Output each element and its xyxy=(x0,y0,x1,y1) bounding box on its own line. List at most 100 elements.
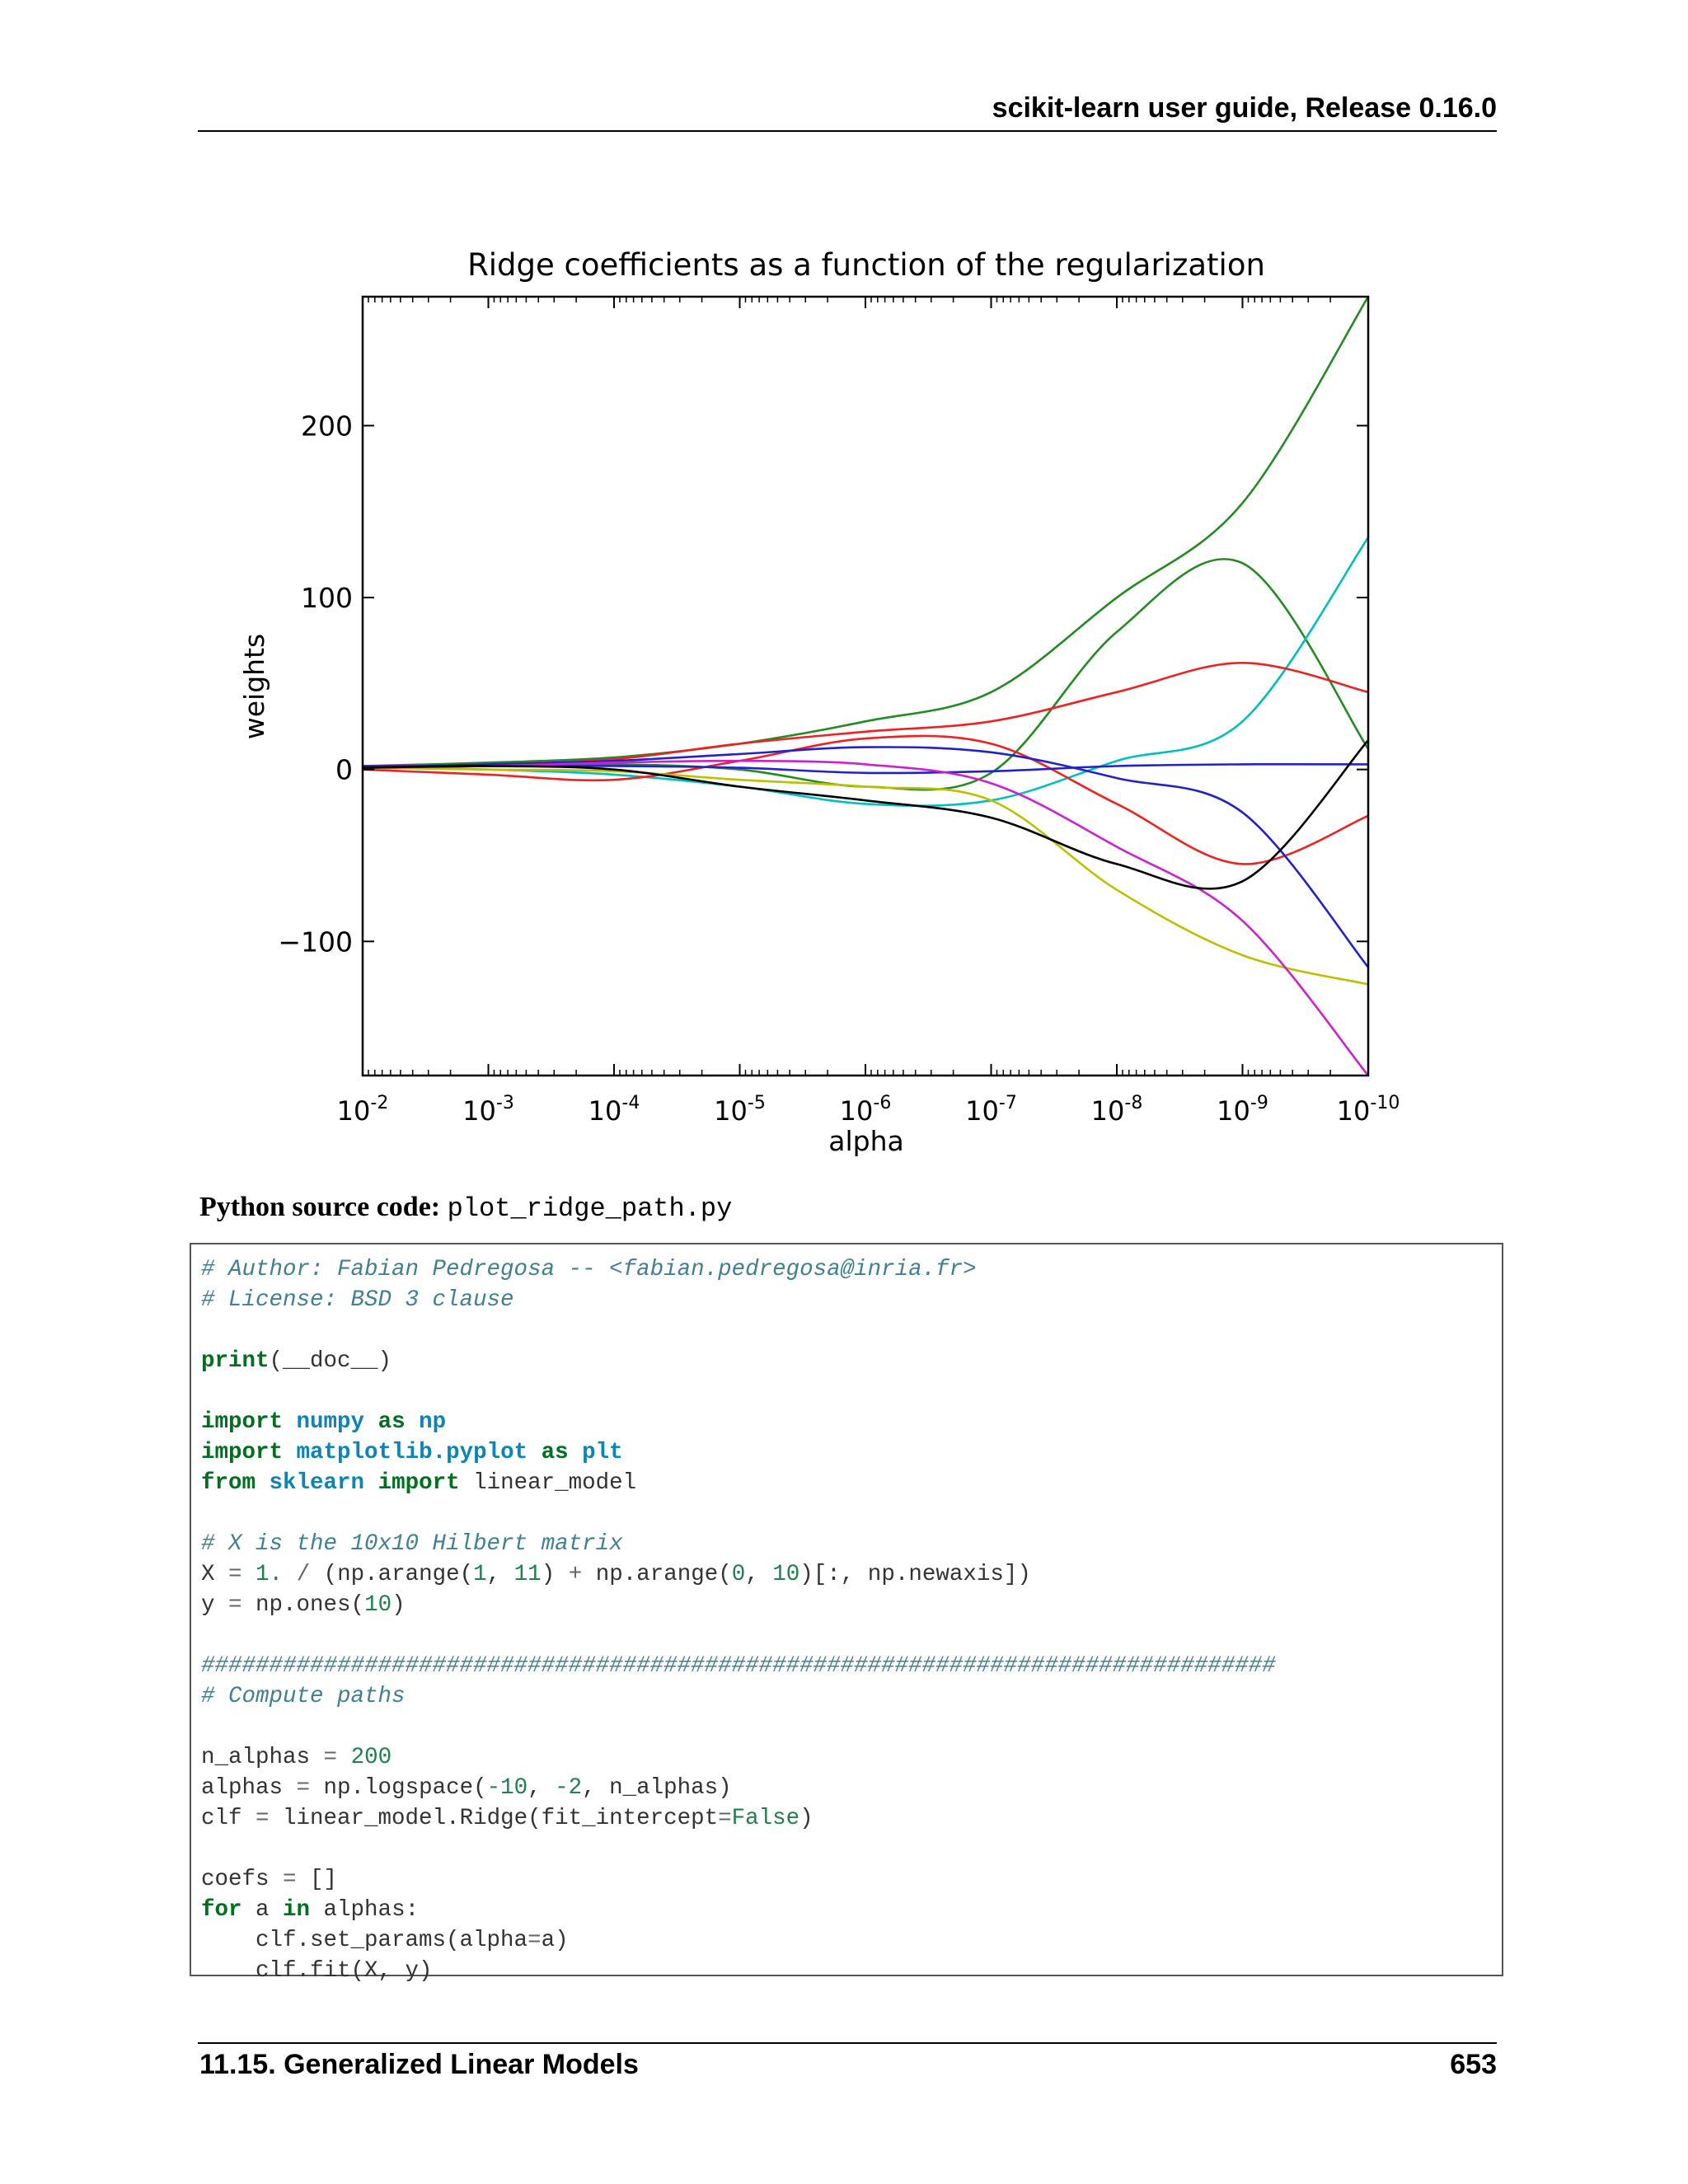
code-line: import numpy as np xyxy=(201,1407,1493,1437)
footer-section-title: 11.15. Generalized Linear Models xyxy=(199,2049,639,2080)
code-token xyxy=(242,1562,256,1587)
code-token: -10 xyxy=(486,1775,528,1801)
code-token: 200 xyxy=(350,1745,392,1770)
code-token: # Author: Fabian Pedregosa -- <fabian.pe… xyxy=(201,1257,977,1282)
code-token: linear_model xyxy=(459,1470,637,1496)
code-line xyxy=(201,1620,1493,1651)
x-axis-label: alpha xyxy=(828,1125,903,1157)
ridge-path-chart: Ridge coefficients as a function of the … xyxy=(238,247,1400,1157)
running-header: scikit-learn user guide, Release 0.16.0 xyxy=(992,92,1497,124)
series-line-10 xyxy=(362,739,1369,890)
source-label: Python source code: xyxy=(199,1192,441,1222)
code-token: X xyxy=(201,1562,229,1587)
code-line xyxy=(201,1712,1493,1742)
x-tick-label-2: 10-4 xyxy=(588,1093,640,1127)
code-token xyxy=(569,1440,583,1465)
code-token: np.logspace( xyxy=(310,1775,487,1801)
y-tick-labels: −100 0 100 200 xyxy=(278,410,353,958)
code-line: # Compute paths xyxy=(201,1681,1493,1712)
code-token: alphas: xyxy=(310,1897,420,1923)
y-tick-label-1: 0 xyxy=(335,754,353,786)
code-token: , xyxy=(528,1775,556,1801)
code-token xyxy=(283,1562,297,1587)
code-line: X = 1. / (np.arange(1, 11) + np.arange(0… xyxy=(201,1559,1493,1590)
source-code-caption: Python source code: plot_ridge_path.py xyxy=(199,1192,732,1224)
code-block: # Author: Fabian Pedregosa -- <fabian.pe… xyxy=(190,1243,1503,1984)
code-token xyxy=(337,1745,351,1770)
code-line xyxy=(201,1376,1493,1407)
code-token xyxy=(256,1470,270,1496)
x-tick-label-1: 10-3 xyxy=(462,1093,514,1127)
code-line: from sklearn import linear_model xyxy=(201,1468,1493,1498)
code-token: [] xyxy=(296,1867,338,1892)
code-token: alphas xyxy=(201,1775,297,1801)
code-line: # License: BSD 3 clause xyxy=(201,1285,1493,1315)
code-token: = xyxy=(283,1867,297,1892)
code-token: = xyxy=(228,1592,242,1618)
code-token xyxy=(364,1409,378,1435)
code-token: from xyxy=(201,1470,256,1496)
code-token: a) xyxy=(541,1928,569,1953)
code-line: ########################################… xyxy=(201,1651,1493,1681)
code-token: numpy xyxy=(296,1409,365,1435)
code-listing: # Author: Fabian Pedregosa -- <fabian.pe… xyxy=(201,1254,1493,1986)
series-line-5 xyxy=(362,734,1369,865)
source-filename[interactable]: plot_ridge_path.py xyxy=(447,1193,733,1224)
code-token: (np.arange( xyxy=(310,1562,474,1587)
code-token: import xyxy=(201,1409,284,1435)
code-token: linear_model.Ridge(fit_intercept xyxy=(269,1806,719,1831)
code-token: ) xyxy=(392,1592,406,1618)
plot-area-frame xyxy=(361,295,1370,1077)
code-line: # X is the 10x10 Hilbert matrix xyxy=(201,1529,1493,1559)
code-token: import xyxy=(377,1470,460,1496)
code-line xyxy=(201,1315,1493,1346)
code-token: sklearn xyxy=(269,1470,365,1496)
code-token: # License: BSD 3 clause xyxy=(201,1287,514,1313)
x-tick-label-8: 10-10 xyxy=(1337,1093,1400,1127)
code-token: -2 xyxy=(555,1775,583,1801)
code-token xyxy=(283,1409,297,1435)
code-token: False xyxy=(731,1806,800,1831)
code-token: a xyxy=(241,1897,284,1923)
series-line-8 xyxy=(362,766,1369,986)
code-token: 10 xyxy=(772,1562,800,1587)
x-tick-label-3: 10-5 xyxy=(714,1093,766,1127)
chart-title: Ridge coefficients as a function of the … xyxy=(467,247,1265,283)
code-token: clf.set_params(alpha xyxy=(201,1928,528,1953)
code-token: ########################################… xyxy=(201,1653,1276,1679)
series-line-6 xyxy=(362,746,1370,968)
code-line: import matplotlib.pyplot as plt xyxy=(201,1437,1493,1468)
code-line: coefs = [] xyxy=(201,1864,1493,1895)
code-line xyxy=(201,1498,1493,1529)
code-token: = xyxy=(718,1806,732,1831)
code-token: , n_alphas) xyxy=(582,1775,732,1801)
code-token: = xyxy=(228,1562,242,1587)
code-token: , xyxy=(745,1562,773,1587)
code-token: 10 xyxy=(364,1592,392,1618)
code-token: for xyxy=(201,1897,242,1923)
x-tick-label-7: 10-9 xyxy=(1217,1093,1268,1127)
code-token: clf xyxy=(201,1806,256,1831)
page-number: 653 xyxy=(1450,2049,1497,2080)
code-token: # Compute paths xyxy=(201,1684,406,1709)
series-line-2 xyxy=(362,558,1370,791)
code-token: np xyxy=(419,1409,447,1435)
code-token: print xyxy=(201,1348,270,1374)
code-token: 0 xyxy=(731,1562,746,1587)
code-token: np.ones( xyxy=(241,1592,365,1618)
code-token xyxy=(364,1470,378,1496)
code-token xyxy=(528,1440,542,1465)
code-token: in xyxy=(283,1897,311,1923)
code-token: # X is the 10x10 Hilbert matrix xyxy=(201,1531,623,1557)
code-token xyxy=(283,1440,297,1465)
y-tick-label-2: 100 xyxy=(301,582,353,614)
series-lines xyxy=(362,296,1370,1076)
code-line: alphas = np.logspace(-10, -2, n_alphas) xyxy=(201,1773,1493,1803)
code-token: as xyxy=(377,1409,406,1435)
series-line-4 xyxy=(362,661,1369,767)
code-token: matplotlib.pyplot xyxy=(296,1440,528,1465)
x-tick-label-0: 10-2 xyxy=(337,1093,389,1127)
code-line: print(__doc__) xyxy=(201,1346,1493,1376)
code-token: 11 xyxy=(513,1562,542,1587)
code-token: as xyxy=(541,1440,569,1465)
